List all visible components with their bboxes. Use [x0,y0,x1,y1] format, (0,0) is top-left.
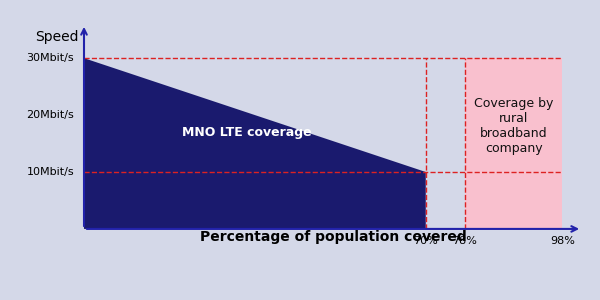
Bar [465,58,562,229]
Text: 10Mbit/s: 10Mbit/s [26,167,74,177]
Text: 98%: 98% [550,236,575,246]
Text: 78%: 78% [452,236,477,246]
Polygon shape [84,58,426,229]
Text: 20Mbit/s: 20Mbit/s [26,110,74,120]
Text: Speed: Speed [35,30,79,44]
Text: MNO LTE coverage: MNO LTE coverage [182,126,311,139]
Text: 70%: 70% [413,236,438,246]
Text: 30Mbit/s: 30Mbit/s [26,53,74,63]
Text: Percentage of population covered: Percentage of population covered [200,230,466,244]
Text: Coverage by
rural
broadband
company: Coverage by rural broadband company [474,98,553,155]
